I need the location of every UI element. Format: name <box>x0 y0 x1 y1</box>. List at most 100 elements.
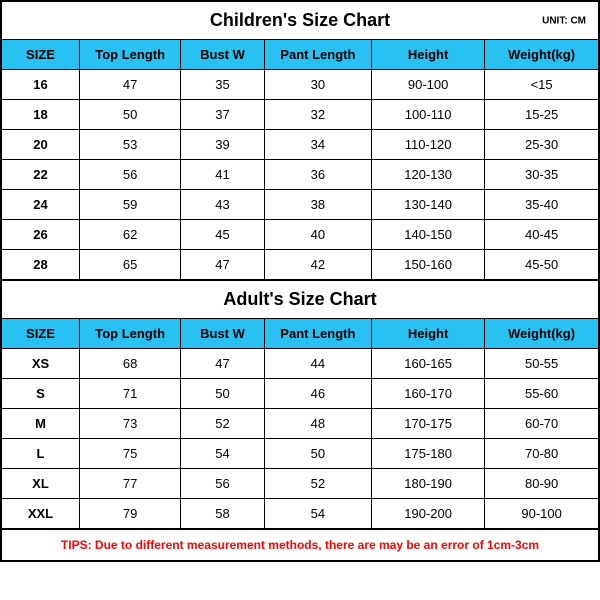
table-row: 28654742150-16045-50 <box>2 250 598 280</box>
table-cell: 15-25 <box>485 100 598 130</box>
table-cell: 56 <box>79 160 180 190</box>
table-cell: 30 <box>264 70 371 100</box>
col-header: SIZE <box>2 40 79 70</box>
table-row: XXL795854190-20090-100 <box>2 499 598 529</box>
table-cell: 68 <box>79 349 180 379</box>
table-row: XL775652180-19080-90 <box>2 469 598 499</box>
table-cell: 50 <box>264 439 371 469</box>
children-table-body: 1647353090-100<1518503732100-11015-25205… <box>2 70 598 280</box>
table-cell: 26 <box>2 220 79 250</box>
table-cell: 77 <box>79 469 180 499</box>
table-cell: 30-35 <box>485 160 598 190</box>
table-cell: 90-100 <box>485 499 598 529</box>
table-cell: 65 <box>79 250 180 280</box>
table-cell: 16 <box>2 70 79 100</box>
table-cell: 47 <box>181 349 264 379</box>
table-row: 22564136120-13030-35 <box>2 160 598 190</box>
table-cell: 52 <box>264 469 371 499</box>
table-cell: 150-160 <box>371 250 484 280</box>
adult-title-row: Adult's Size Chart <box>2 279 598 319</box>
table-cell: 71 <box>79 379 180 409</box>
table-cell: 55-60 <box>485 379 598 409</box>
col-header: Pant Length <box>264 40 371 70</box>
table-row: 1647353090-100<15 <box>2 70 598 100</box>
table-cell: 52 <box>181 409 264 439</box>
table-cell: 35 <box>181 70 264 100</box>
table-cell: 130-140 <box>371 190 484 220</box>
table-cell: 175-180 <box>371 439 484 469</box>
col-header: Height <box>371 319 484 349</box>
size-chart-container: Children's Size Chart UNIT: CM SIZETop L… <box>0 0 600 562</box>
adult-table-head: SIZETop LengthBust WPant LengthHeightWei… <box>2 319 598 349</box>
col-header: Pant Length <box>264 319 371 349</box>
table-row: 24594338130-14035-40 <box>2 190 598 220</box>
table-cell: 54 <box>264 499 371 529</box>
table-cell: 160-170 <box>371 379 484 409</box>
col-header: Bust W <box>181 319 264 349</box>
table-cell: 47 <box>181 250 264 280</box>
table-cell: 120-130 <box>371 160 484 190</box>
col-header: Bust W <box>181 40 264 70</box>
children-table: SIZETop LengthBust WPant LengthHeightWei… <box>2 40 598 279</box>
table-cell: 37 <box>181 100 264 130</box>
table-cell: 75 <box>79 439 180 469</box>
table-cell: 50-55 <box>485 349 598 379</box>
table-cell: 170-175 <box>371 409 484 439</box>
table-cell: <15 <box>485 70 598 100</box>
table-cell: 42 <box>264 250 371 280</box>
table-cell: 40 <box>264 220 371 250</box>
table-cell: 43 <box>181 190 264 220</box>
col-header: Weight(kg) <box>485 319 598 349</box>
table-cell: 62 <box>79 220 180 250</box>
table-cell: 140-150 <box>371 220 484 250</box>
table-cell: 34 <box>264 130 371 160</box>
table-cell: 44 <box>264 349 371 379</box>
col-header: Top Length <box>79 40 180 70</box>
unit-label: UNIT: CM <box>542 15 586 26</box>
footnote: TIPS: Due to different measurement metho… <box>2 528 598 560</box>
table-cell: L <box>2 439 79 469</box>
children-table-head: SIZETop LengthBust WPant LengthHeightWei… <box>2 40 598 70</box>
table-cell: 80-90 <box>485 469 598 499</box>
table-cell: 58 <box>181 499 264 529</box>
table-row: L755450175-18070-80 <box>2 439 598 469</box>
table-cell: 35-40 <box>485 190 598 220</box>
table-cell: 22 <box>2 160 79 190</box>
table-cell: 110-120 <box>371 130 484 160</box>
table-cell: 79 <box>79 499 180 529</box>
table-row: M735248170-17560-70 <box>2 409 598 439</box>
table-cell: 40-45 <box>485 220 598 250</box>
table-cell: XS <box>2 349 79 379</box>
table-row: 26624540140-15040-45 <box>2 220 598 250</box>
table-cell: 32 <box>264 100 371 130</box>
table-cell: S <box>2 379 79 409</box>
table-cell: 36 <box>264 160 371 190</box>
adult-table: SIZETop LengthBust WPant LengthHeightWei… <box>2 319 598 528</box>
table-cell: 160-165 <box>371 349 484 379</box>
table-row: 18503732100-11015-25 <box>2 100 598 130</box>
col-header: Weight(kg) <box>485 40 598 70</box>
adult-table-body: XS684744160-16550-55S715046160-17055-60M… <box>2 349 598 529</box>
table-row: 20533934110-12025-30 <box>2 130 598 160</box>
table-cell: M <box>2 409 79 439</box>
table-row: S715046160-17055-60 <box>2 379 598 409</box>
col-header: Top Length <box>79 319 180 349</box>
table-cell: 41 <box>181 160 264 190</box>
children-title-row: Children's Size Chart UNIT: CM <box>2 2 598 40</box>
table-cell: 50 <box>181 379 264 409</box>
table-cell: 38 <box>264 190 371 220</box>
table-cell: 47 <box>79 70 180 100</box>
col-header: Height <box>371 40 484 70</box>
table-cell: 50 <box>79 100 180 130</box>
col-header: SIZE <box>2 319 79 349</box>
table-row: XS684744160-16550-55 <box>2 349 598 379</box>
table-cell: 28 <box>2 250 79 280</box>
table-cell: 53 <box>79 130 180 160</box>
table-cell: 24 <box>2 190 79 220</box>
table-cell: 18 <box>2 100 79 130</box>
table-cell: 54 <box>181 439 264 469</box>
table-cell: 180-190 <box>371 469 484 499</box>
table-cell: XXL <box>2 499 79 529</box>
table-cell: 59 <box>79 190 180 220</box>
table-cell: 60-70 <box>485 409 598 439</box>
